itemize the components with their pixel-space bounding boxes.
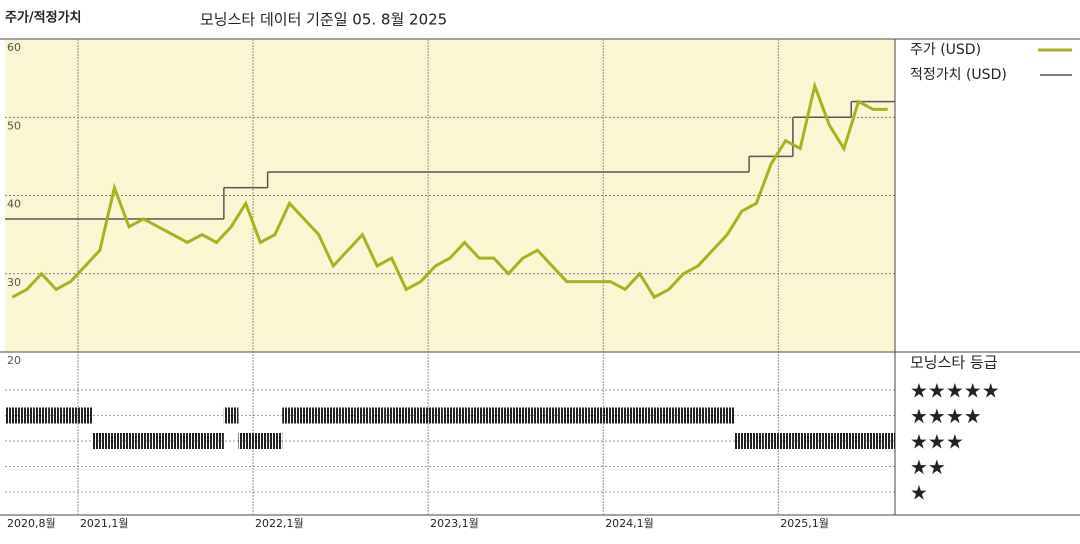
rating-bar (107, 433, 122, 449)
x-tick-label: 2025,1월 (780, 517, 829, 530)
rating-bar (676, 407, 691, 424)
y-tick-label: 30 (7, 276, 21, 289)
rating-bar (209, 433, 224, 449)
x-tick-label: 2020,8월 (7, 517, 56, 530)
rating-level-label: ★★★★★ (910, 379, 1000, 403)
rating-bar (238, 433, 254, 449)
rating-bar (807, 433, 823, 449)
rating-bar (253, 433, 268, 449)
rating-bar (646, 407, 662, 424)
rating-bar (150, 433, 166, 449)
rating-bar (63, 407, 78, 424)
rating-bar (413, 407, 429, 424)
rating-bar (369, 407, 385, 424)
rating-bar (719, 407, 735, 424)
rating-bar (5, 407, 20, 424)
rating-bar (763, 433, 779, 449)
x-tick-label: 2021,1월 (80, 517, 129, 530)
rating-bar (617, 407, 633, 424)
rating-bar (705, 407, 720, 424)
rating-bar (296, 407, 312, 424)
rating-bar (180, 433, 195, 449)
x-tick-label: 2024,1월 (605, 517, 654, 530)
rating-bar (121, 433, 137, 449)
rating-bar (603, 407, 618, 424)
y-tick-label: 60 (7, 41, 21, 54)
rating-bar (822, 433, 837, 449)
price-line (11, 80, 888, 300)
rating-bar (355, 407, 370, 424)
rating-bar (588, 407, 604, 424)
y-tick-label: 50 (7, 119, 21, 132)
chart-subtitle: 모닝스타 데이터 기준일 05. 8월 2025 (200, 11, 447, 29)
rating-bar (836, 433, 852, 449)
y-tick-label: 40 (7, 198, 21, 211)
rating-bar (48, 407, 64, 424)
rating-bar (501, 407, 516, 424)
x-tick-label: 2023,1월 (430, 517, 479, 530)
rating-bar (574, 407, 589, 424)
rating-bar (457, 407, 472, 424)
rating-title: 모닝스타 등급 (910, 354, 998, 372)
rating-bar (661, 407, 677, 424)
rating-bar (442, 407, 458, 424)
rating-bar (559, 407, 575, 424)
rating-level-label: ★★★ (910, 430, 964, 454)
rating-bar (530, 407, 545, 424)
rating-level-label: ★ (910, 481, 928, 505)
rating-bar (77, 407, 93, 424)
rating-bar (544, 407, 560, 424)
rating-bar (267, 433, 283, 449)
rating-bar (632, 407, 647, 424)
chart-title: 주가/적정가치 (5, 10, 82, 26)
rating-bar (792, 433, 808, 449)
rating-bar (311, 407, 326, 424)
rating-bar (19, 407, 35, 424)
rating-bar (880, 433, 895, 449)
legend-label: 적정가치 (USD) (910, 67, 1007, 83)
rating-bar (851, 433, 866, 449)
rating-bar (282, 407, 297, 424)
rating-bar (92, 433, 108, 449)
rating-bar (325, 407, 341, 424)
rating-bar (749, 433, 764, 449)
rating-level-label: ★★★★ (910, 404, 982, 428)
rating-bar (384, 407, 399, 424)
rating-bar (398, 407, 414, 424)
rating-bar (194, 433, 210, 449)
rating-bar (734, 433, 750, 449)
rating-bar (136, 433, 151, 449)
y-tick-label: 20 (7, 354, 21, 367)
rating-bar (690, 407, 706, 424)
rating-bar (471, 407, 487, 424)
rating-bar (515, 407, 531, 424)
rating-level-label: ★★ (910, 455, 946, 479)
x-tick-label: 2022,1월 (255, 517, 304, 530)
rating-bar (486, 407, 502, 424)
rating-bar (865, 433, 881, 449)
rating-bar (34, 407, 49, 424)
rating-bar (428, 407, 443, 424)
legend-label: 주가 (USD) (910, 42, 981, 58)
rating-bar (778, 433, 793, 449)
rating-bar (340, 407, 356, 424)
rating-bar (223, 407, 239, 424)
rating-bar (165, 433, 181, 449)
